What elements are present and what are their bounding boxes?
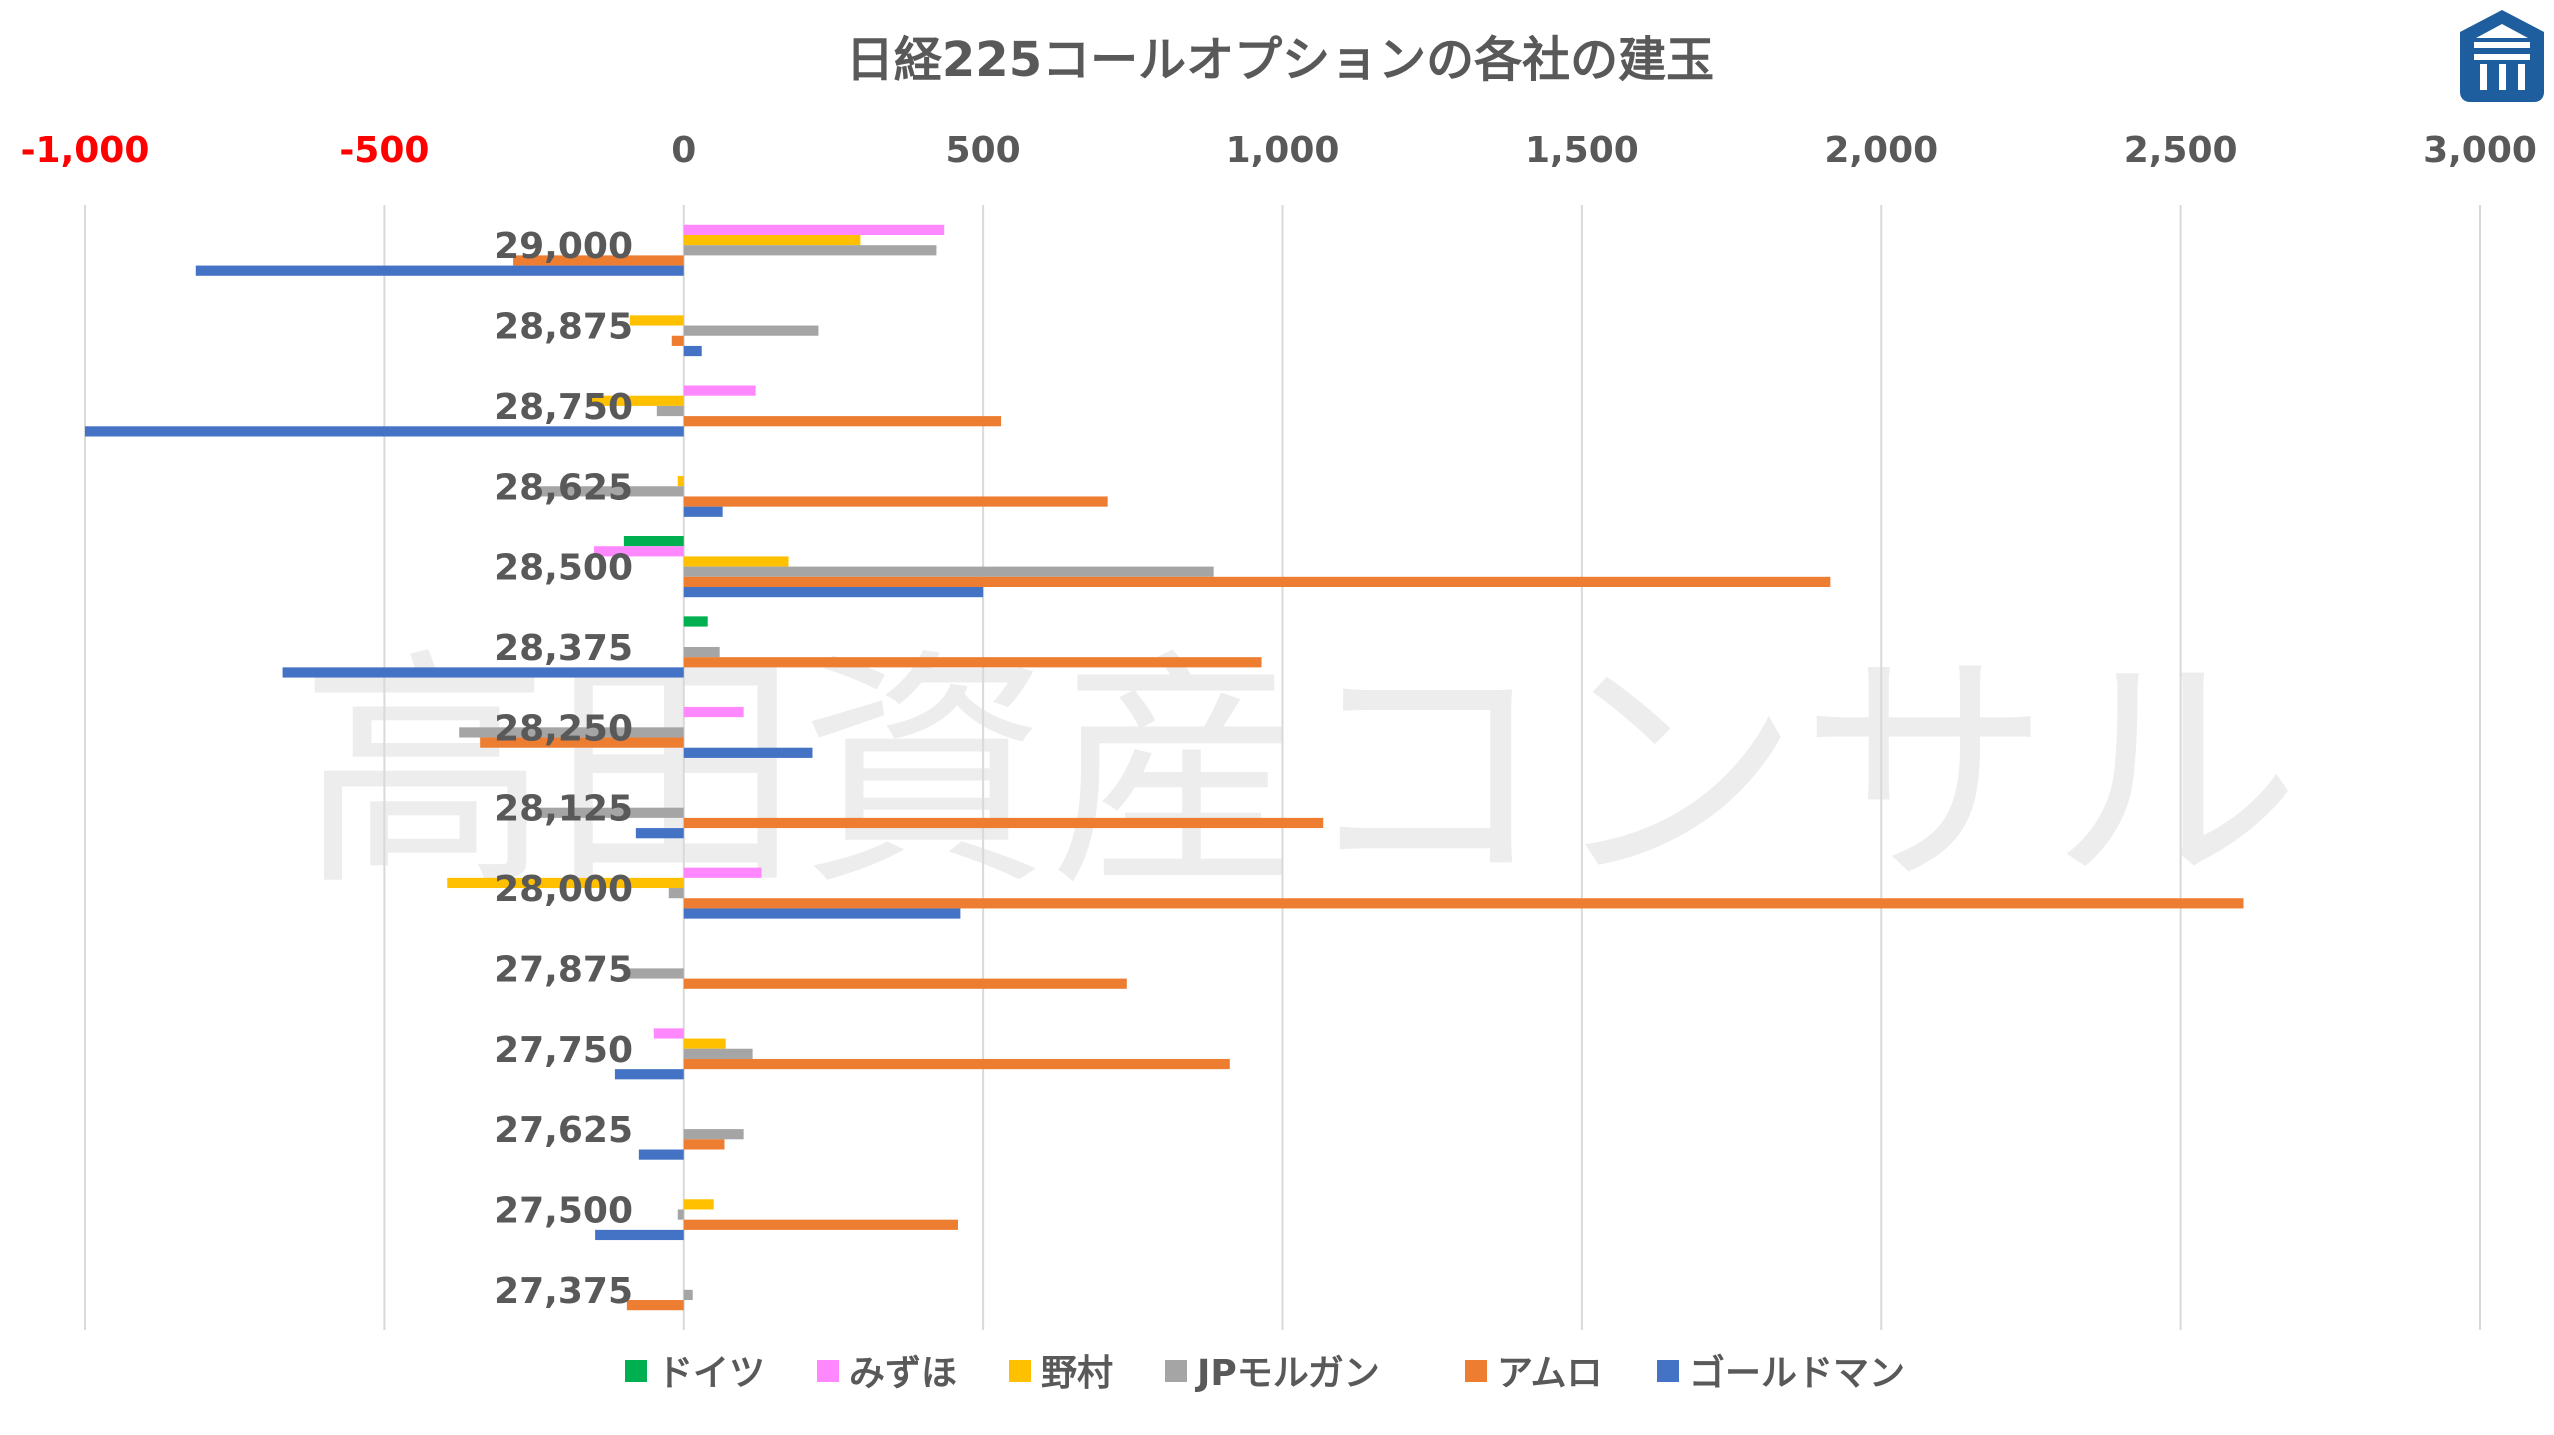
bar xyxy=(683,496,1108,507)
x-axis-tick-labels: -1,000 -500 0 500 1,000 1,500 2,000 2,500 3,000 xyxy=(21,130,2537,171)
x-tick-label: 500 xyxy=(946,130,1021,171)
building-logo-icon xyxy=(2460,10,2544,102)
x-tick-label: -1,000 xyxy=(21,130,150,171)
y-tick-label: 28,500 xyxy=(494,548,633,589)
x-tick-label: 2,000 xyxy=(1824,130,1938,171)
legend-swatch xyxy=(1657,1360,1679,1382)
bar xyxy=(683,345,702,357)
y-tick-label: 27,375 xyxy=(494,1271,633,1312)
x-tick-label: 0 xyxy=(671,130,696,171)
bar xyxy=(683,1219,958,1230)
y-tick-label: 27,500 xyxy=(494,1190,633,1231)
bar xyxy=(85,426,684,437)
y-tick-label: 28,750 xyxy=(494,387,633,428)
bar xyxy=(629,315,684,326)
y-axis-tick-labels: 29,000 28,875 28,750 28,625 28,500 28,375 28,2… xyxy=(494,226,633,1312)
bar xyxy=(683,706,744,718)
y-tick-label: 28,125 xyxy=(494,789,633,830)
y-tick-label: 27,625 xyxy=(494,1110,633,1151)
bar xyxy=(459,727,684,738)
bar xyxy=(683,898,2244,909)
legend-label: アムロ xyxy=(1497,1353,1602,1394)
x-tick-label: 1,500 xyxy=(1525,130,1639,171)
bar xyxy=(537,486,684,497)
bar xyxy=(683,566,1214,577)
y-tick-label: 27,875 xyxy=(494,949,633,990)
x-tick-label: -500 xyxy=(339,130,429,171)
bar xyxy=(683,1129,744,1140)
legend-swatch xyxy=(1465,1360,1487,1382)
legend-swatch xyxy=(1009,1360,1031,1382)
y-tick-label: 28,875 xyxy=(494,307,633,348)
bar xyxy=(671,335,684,346)
bar xyxy=(683,325,819,336)
bars xyxy=(85,224,2244,1311)
bar xyxy=(677,476,684,487)
y-tick-label: 28,250 xyxy=(494,708,633,749)
bar xyxy=(535,807,684,818)
bar xyxy=(683,556,789,567)
bar xyxy=(513,255,684,266)
legend-label: ゴールドマン xyxy=(1689,1352,1905,1394)
bar xyxy=(683,416,1002,427)
bar xyxy=(653,1028,684,1039)
legend-label: みずほ xyxy=(849,1353,957,1394)
bar xyxy=(590,395,684,406)
bar xyxy=(626,968,684,979)
bar xyxy=(282,667,684,678)
legend-swatch xyxy=(817,1360,839,1382)
bar xyxy=(480,737,684,748)
bar xyxy=(683,1289,693,1301)
y-tick-label: 28,000 xyxy=(494,869,633,910)
bar xyxy=(683,224,945,235)
legend: ドイツ みずほ 野村 JPモルガン アムロ ゴールドマン xyxy=(625,1352,1905,1394)
legend-label: 野村 xyxy=(1041,1353,1113,1394)
legend-swatch xyxy=(1165,1360,1187,1382)
y-tick-label: 28,625 xyxy=(494,467,633,508)
bar xyxy=(638,1149,684,1160)
bar xyxy=(635,828,684,839)
bar xyxy=(683,506,723,517)
bar xyxy=(195,265,684,276)
bar xyxy=(683,576,1831,588)
bar xyxy=(626,1300,684,1311)
bar xyxy=(668,888,684,899)
bar xyxy=(683,587,984,598)
bar xyxy=(683,234,861,246)
y-tick-label: 29,000 xyxy=(494,226,633,267)
bar xyxy=(683,908,961,919)
bar xyxy=(683,1199,714,1210)
legend-label: ドイツ xyxy=(657,1353,765,1394)
bar xyxy=(683,1139,725,1150)
x-tick-label: 2,500 xyxy=(2124,130,2238,171)
bar xyxy=(683,1058,1230,1070)
bar xyxy=(683,1048,753,1059)
bar xyxy=(683,867,762,878)
bar xyxy=(595,1229,684,1241)
legend-label: JPモルガン xyxy=(1194,1353,1380,1394)
bar xyxy=(683,657,1262,668)
y-tick-label: 27,750 xyxy=(494,1030,633,1071)
x-tick-label: 3,000 xyxy=(2423,130,2537,171)
x-tick-label: 1,000 xyxy=(1226,130,1340,171)
bar xyxy=(683,616,708,627)
bar xyxy=(683,385,756,396)
bar xyxy=(683,245,937,256)
legend-swatch xyxy=(625,1360,647,1382)
bar xyxy=(614,1069,684,1080)
y-tick-label: 28,375 xyxy=(494,628,633,669)
bar xyxy=(447,877,684,889)
bar xyxy=(683,978,1127,989)
bar xyxy=(683,747,813,758)
bar xyxy=(623,536,684,547)
bar xyxy=(656,405,684,417)
bar xyxy=(683,1038,726,1049)
bar xyxy=(677,1209,684,1220)
bar xyxy=(683,646,720,658)
bar xyxy=(593,546,684,557)
chart-title: 日経225コールオプションの各社の建玉 xyxy=(846,32,1714,88)
bar xyxy=(683,817,1324,829)
